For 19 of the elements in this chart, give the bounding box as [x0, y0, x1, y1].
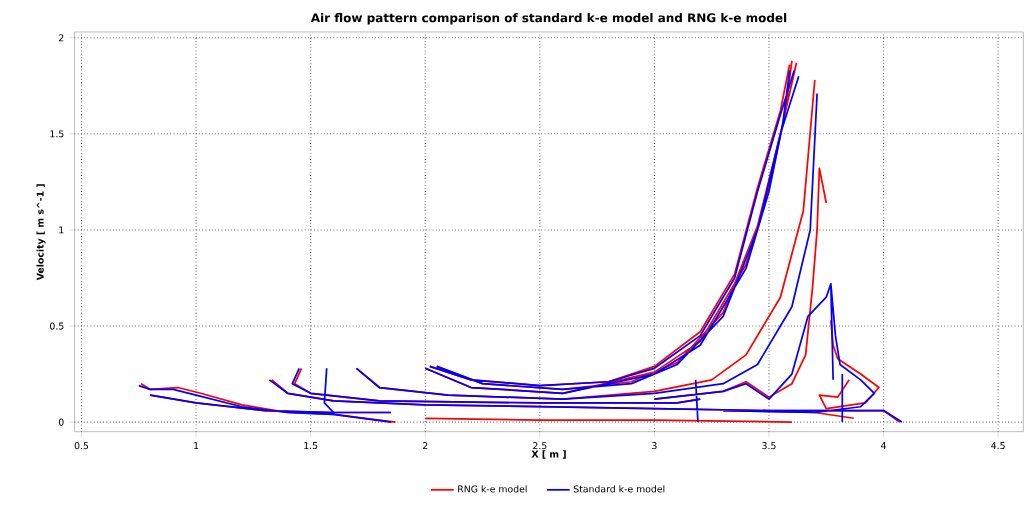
x-axis-title: X [ m ] — [531, 450, 566, 459]
x-tick-label: 2.5 — [533, 441, 547, 449]
x-tick-label: 4 — [881, 441, 886, 449]
x-tick-label: 3 — [652, 441, 657, 449]
chart-title: Air flow pattern comparison of standard k-e model and RNG k-e model — [310, 12, 787, 25]
x-tick-label: 4.5 — [991, 441, 1005, 449]
x-tick-label: 1.5 — [304, 441, 318, 449]
legend-label: Standard k-e model — [573, 485, 665, 493]
y-tick-label: 0 — [58, 418, 64, 426]
y-axis-title: Velocity [ m s^-1 ] — [36, 184, 46, 281]
x-tick-label: 0.5 — [74, 441, 89, 449]
x-tick-label: 2 — [422, 441, 428, 449]
y-tick-label: 0.5 — [50, 322, 64, 330]
x-tick-label: 1 — [194, 441, 199, 449]
y-tick-label: 2 — [58, 34, 64, 42]
y-tick-label: 1.5 — [50, 130, 64, 138]
legend-label: RNG k-e model — [458, 485, 527, 493]
x-tick-label: 3.5 — [762, 441, 776, 449]
y-tick-label: 1 — [59, 226, 64, 234]
